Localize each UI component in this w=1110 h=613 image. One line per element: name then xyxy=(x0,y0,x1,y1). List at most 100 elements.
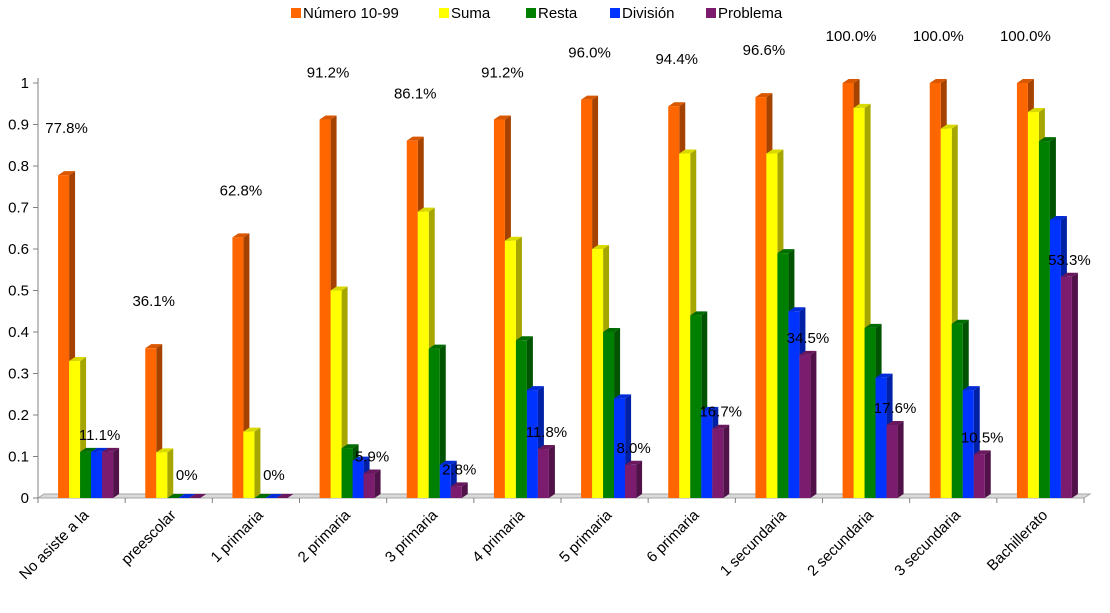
legend-swatch xyxy=(706,8,716,18)
bar-front xyxy=(712,428,724,498)
bar xyxy=(625,460,643,498)
bar-top xyxy=(701,406,719,411)
bar-top xyxy=(330,286,348,291)
data-label: 34.5% xyxy=(787,330,830,347)
bar-top xyxy=(319,115,337,120)
bar-front xyxy=(526,390,538,498)
bar-top xyxy=(712,424,730,429)
bar-top xyxy=(864,323,882,328)
bar-top xyxy=(614,394,632,399)
y-tick-label: 0.6 xyxy=(8,241,29,258)
bar-side xyxy=(439,344,446,498)
legend-swatch xyxy=(291,8,301,18)
legend-item: Número 10-99 xyxy=(291,5,399,22)
bar-top xyxy=(940,124,958,129)
bar-top xyxy=(962,386,980,391)
data-label: 91.2% xyxy=(481,65,524,82)
bar-side xyxy=(167,448,174,498)
bar-side xyxy=(254,427,261,498)
bar-top xyxy=(515,336,533,341)
bar-top xyxy=(581,95,599,100)
legend-label: Resta xyxy=(538,5,578,22)
bar-front xyxy=(581,99,593,498)
bar-top xyxy=(254,494,272,498)
bar xyxy=(102,447,120,498)
bar xyxy=(973,450,991,498)
bar-top xyxy=(625,460,643,465)
legend-item: Problema xyxy=(706,5,783,22)
bar-top xyxy=(417,207,435,212)
data-label: 62.8% xyxy=(220,182,263,199)
bar-top xyxy=(145,344,163,349)
y-tick-label: 0.9 xyxy=(8,117,29,134)
bar-side xyxy=(897,420,904,498)
bar-side xyxy=(548,445,555,498)
bar-front xyxy=(701,410,713,498)
legend-swatch xyxy=(526,8,536,18)
bar xyxy=(799,350,817,498)
bar-top xyxy=(690,311,708,316)
axes: 0 0.1 0.2 0.3 0.4 0.5 0.6 0.7 0.8 0.9 1 xyxy=(8,75,1092,507)
bar-front xyxy=(341,448,353,498)
bar-top xyxy=(951,319,969,324)
bar-front xyxy=(102,451,114,498)
data-label: 94.4% xyxy=(655,51,698,68)
data-label: 8.0% xyxy=(616,440,650,457)
data-label: 10.5% xyxy=(961,429,1004,446)
category-label: 4 primaria xyxy=(469,506,529,566)
data-label: 0% xyxy=(263,467,285,484)
data-label: 11.8% xyxy=(526,424,567,441)
bar-front xyxy=(886,424,898,498)
bar-front xyxy=(330,290,342,498)
legend-label: Número 10-99 xyxy=(303,5,399,22)
bar-front xyxy=(668,106,680,499)
category-label: 1 secundaria xyxy=(717,506,790,579)
bar-front xyxy=(363,473,375,498)
bar-top xyxy=(341,444,359,449)
bar-top xyxy=(352,456,370,461)
bar-top xyxy=(853,103,871,108)
bar-top xyxy=(777,249,795,254)
bar-top xyxy=(428,344,446,349)
bar-top xyxy=(1016,79,1034,83)
bar-top xyxy=(58,171,76,176)
bar-front xyxy=(406,140,418,498)
bar-front xyxy=(91,451,103,498)
bar-front xyxy=(875,377,887,498)
bar-front xyxy=(243,431,255,498)
data-label: 96.0% xyxy=(568,45,611,62)
legend-label: Suma xyxy=(451,5,491,22)
bar-top xyxy=(265,494,283,498)
bar-front xyxy=(842,83,854,498)
bar-top xyxy=(755,93,773,98)
bars xyxy=(58,79,1078,499)
bar xyxy=(428,344,446,498)
data-label: 100.0% xyxy=(826,28,877,45)
bar-top xyxy=(537,445,555,450)
bar-front xyxy=(1060,276,1072,498)
bar-top xyxy=(232,233,250,238)
bar-top xyxy=(788,307,806,312)
category-label: 1 primaria xyxy=(208,506,268,566)
bar-front xyxy=(799,354,811,498)
bar-top xyxy=(189,494,207,498)
bar xyxy=(276,494,294,498)
bar-top xyxy=(504,236,522,241)
bar-front xyxy=(319,119,331,499)
bar-top xyxy=(799,350,817,355)
bar-side xyxy=(1071,272,1078,498)
category-labels: No asiste a la preescolar 1 primaria 2 prim… xyxy=(16,506,1051,583)
legend-item: División xyxy=(610,5,675,22)
bar xyxy=(1060,272,1078,498)
bar-front xyxy=(58,175,70,498)
bar-side xyxy=(374,469,381,498)
bar-front xyxy=(232,237,244,498)
bar-top xyxy=(363,469,381,474)
bar-front xyxy=(788,311,800,498)
bar-front xyxy=(417,211,429,498)
bar-front xyxy=(504,240,516,498)
bar-front xyxy=(450,486,462,498)
bar-top xyxy=(450,482,468,487)
bar-side xyxy=(341,286,348,498)
